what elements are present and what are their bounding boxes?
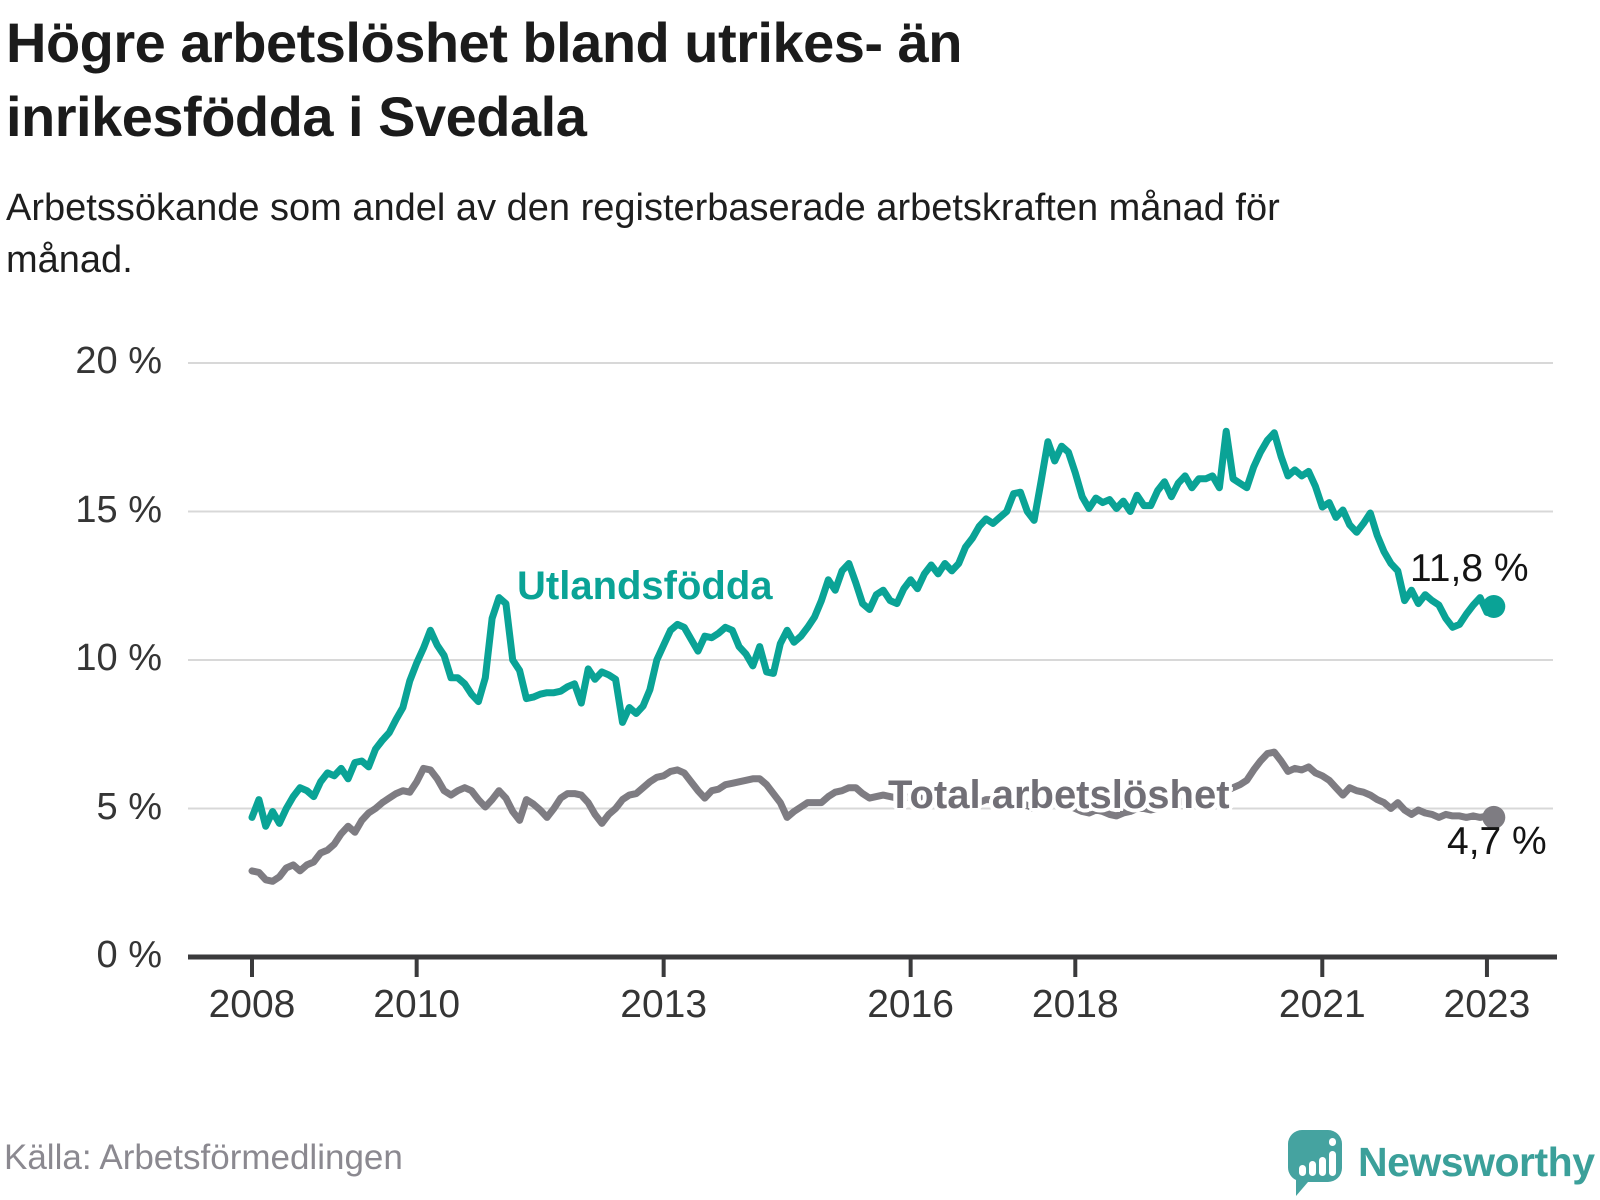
- y-axis-tick-label: 0 %: [96, 934, 162, 976]
- page-title: Högre arbetslöshet bland utrikes- än inr…: [6, 11, 962, 149]
- series-label-total-arbetsloshet: Total arbetslöshet: [888, 773, 1230, 817]
- newsworthy-wordmark: Newsworthy: [1358, 1138, 1595, 1185]
- y-axis-tick-label: 10 %: [75, 637, 162, 679]
- chart-subtitle: Arbetssökande som andel av den registerb…: [6, 187, 1280, 282]
- series-end-dot: [1482, 805, 1506, 829]
- x-axis-tick-label: 2008: [208, 983, 296, 1026]
- series-end-dot: [1482, 595, 1506, 618]
- x-axis-tick-label: 2018: [1031, 983, 1119, 1026]
- x-axis-tick-label: 2016: [867, 983, 954, 1026]
- y-axis-tick-label: 20 %: [75, 340, 162, 382]
- x-axis-tick-label: 2010: [373, 983, 461, 1026]
- series-line-total: [248, 748, 1498, 885]
- end-value-label-utlandsfodda: 11,8 %: [1410, 547, 1529, 590]
- series-line-utlandsfodda: [248, 427, 1498, 830]
- newsworthy-logo: Newsworthy: [1286, 1128, 1595, 1196]
- x-axis-tick-label: 2013: [620, 983, 708, 1026]
- x-axis-tick-label: 2021: [1278, 983, 1366, 1026]
- end-value-label-total: 4,7 %: [1447, 820, 1547, 863]
- newsworthy-chart-bubble-icon: [1288, 1130, 1342, 1196]
- series-label-utlandsfodda: Utlandsfödda: [517, 564, 773, 608]
- x-axis-tick-label: 2023: [1443, 983, 1531, 1026]
- y-axis-tick-label: 15 %: [75, 488, 162, 531]
- y-axis-tick-label: 5 %: [96, 785, 162, 828]
- source-note: Källa: Arbetsförmedlingen: [4, 1138, 403, 1177]
